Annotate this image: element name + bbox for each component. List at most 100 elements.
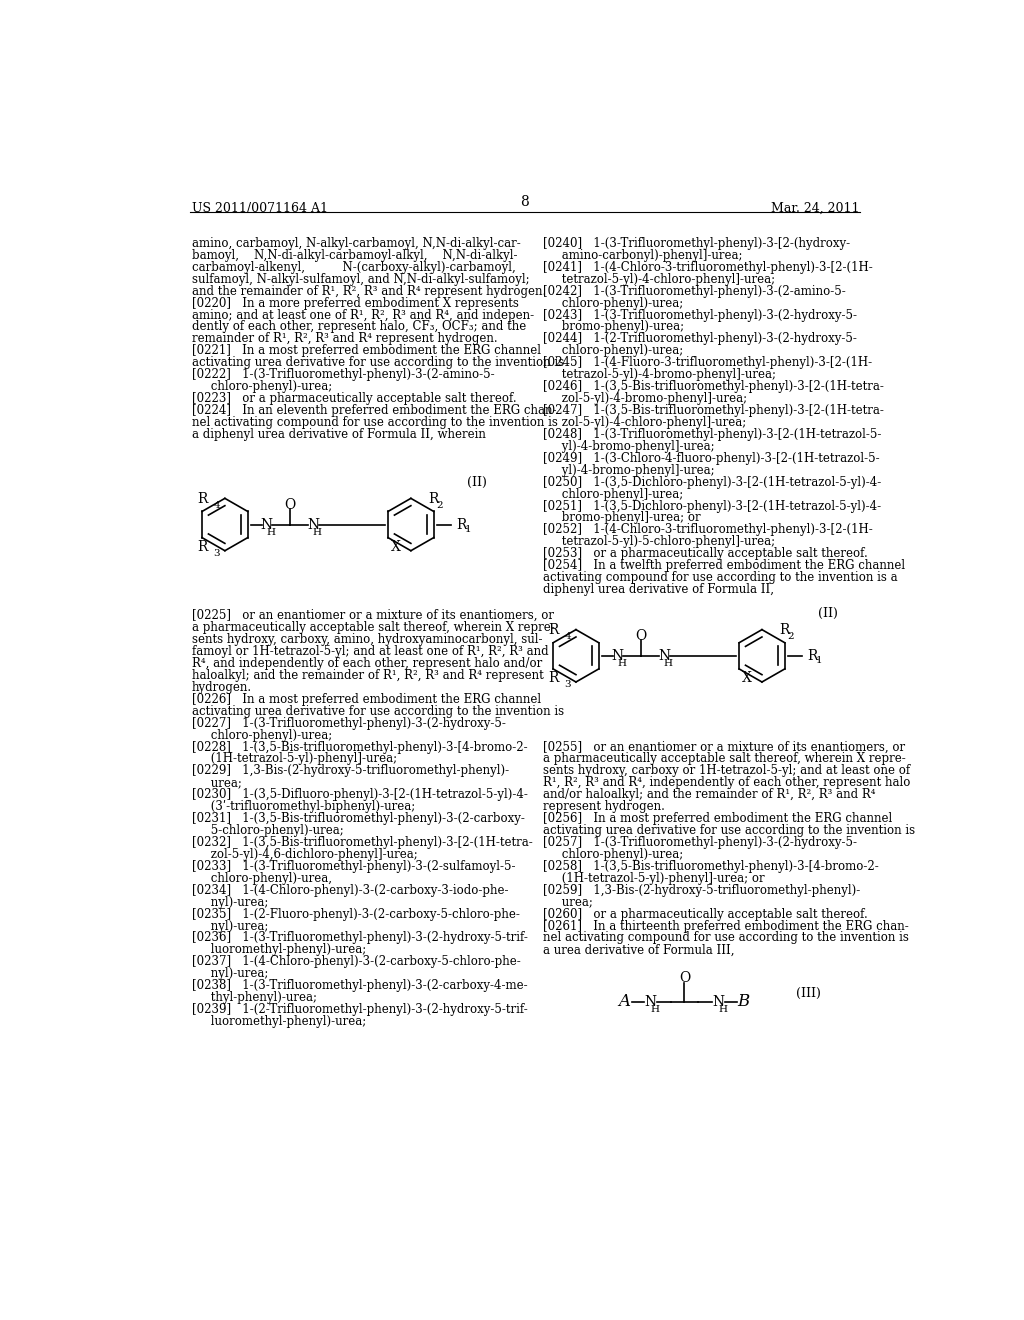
- Text: R: R: [779, 623, 790, 638]
- Text: R: R: [807, 649, 817, 663]
- Text: (1H-tetrazol-5-yl)-phenyl]-urea;: (1H-tetrazol-5-yl)-phenyl]-urea;: [191, 752, 396, 766]
- Text: [0255]   or an enantiomer or a mixture of its enantiomers, or: [0255] or an enantiomer or a mixture of …: [544, 741, 905, 754]
- Text: H: H: [266, 528, 275, 537]
- Text: a pharmaceutically acceptable salt thereof, wherein X repre-: a pharmaceutically acceptable salt there…: [191, 622, 554, 634]
- Text: R: R: [549, 623, 559, 638]
- Text: chloro-phenyl)-urea;: chloro-phenyl)-urea;: [544, 297, 684, 310]
- Text: N: N: [261, 517, 272, 532]
- Text: [0243]   1-(3-Trifluoromethyl-phenyl)-3-(2-hydroxy-5-: [0243] 1-(3-Trifluoromethyl-phenyl)-3-(2…: [544, 309, 857, 322]
- Text: nyl)-urea;: nyl)-urea;: [191, 920, 268, 932]
- Text: nyl)-urea;: nyl)-urea;: [191, 968, 268, 981]
- Text: [0237]   1-(4-Chloro-phenyl)-3-(2-carboxy-5-chloro-phe-: [0237] 1-(4-Chloro-phenyl)-3-(2-carboxy-…: [191, 956, 520, 969]
- Text: [0233]   1-(3-Trifluoromethyl-phenyl)-3-(2-sulfamoyl-5-: [0233] 1-(3-Trifluoromethyl-phenyl)-3-(2…: [191, 859, 515, 873]
- Text: amino; and at least one of R¹, R², R³ and R⁴, and indepen-: amino; and at least one of R¹, R², R³ an…: [191, 309, 534, 322]
- Text: 4: 4: [564, 632, 571, 642]
- Text: nyl)-urea;: nyl)-urea;: [191, 896, 268, 908]
- Text: amino-carbonyl)-phenyl]-urea;: amino-carbonyl)-phenyl]-urea;: [544, 249, 742, 261]
- Text: H: H: [617, 659, 626, 668]
- Text: 4: 4: [213, 500, 220, 510]
- Text: [0245]   1-(4-Fluoro-3-trifluoromethyl-phenyl)-3-[2-(1H-: [0245] 1-(4-Fluoro-3-trifluoromethyl-phe…: [544, 356, 872, 370]
- Text: [0220]   In a more preferred embodiment X represents: [0220] In a more preferred embodiment X …: [191, 297, 518, 310]
- Text: represent hydrogen.: represent hydrogen.: [544, 800, 666, 813]
- Text: hydrogen.: hydrogen.: [191, 681, 252, 694]
- Text: [0236]   1-(3-Trifluoromethyl-phenyl)-3-(2-hydroxy-5-trif-: [0236] 1-(3-Trifluoromethyl-phenyl)-3-(2…: [191, 932, 527, 945]
- Text: [0259]   1,3-Bis-(2-hydroxy-5-trifluoromethyl-phenyl)-: [0259] 1,3-Bis-(2-hydroxy-5-trifluoromet…: [544, 884, 860, 896]
- Text: chloro-phenyl)-urea;: chloro-phenyl)-urea;: [544, 847, 684, 861]
- Text: chloro-phenyl]-urea;: chloro-phenyl]-urea;: [544, 487, 684, 500]
- Text: [0244]   1-(2-Trifluoromethyl-phenyl)-3-(2-hydroxy-5-: [0244] 1-(2-Trifluoromethyl-phenyl)-3-(2…: [544, 333, 857, 346]
- Text: (III): (III): [796, 987, 821, 1001]
- Text: [0248]   1-(3-Trifluoromethyl-phenyl)-3-[2-(1H-tetrazol-5-: [0248] 1-(3-Trifluoromethyl-phenyl)-3-[2…: [544, 428, 882, 441]
- Text: (II): (II): [818, 607, 838, 620]
- Text: chloro-phenyl)-urea;: chloro-phenyl)-urea;: [191, 380, 332, 393]
- Text: chloro-phenyl)-urea;: chloro-phenyl)-urea;: [191, 729, 332, 742]
- Text: [0257]   1-(3-Trifluoromethyl-phenyl)-3-(2-hydroxy-5-: [0257] 1-(3-Trifluoromethyl-phenyl)-3-(2…: [544, 836, 857, 849]
- Text: [0258]   1-(3,5-Bis-trifluoromethyl-phenyl)-3-[4-bromo-2-: [0258] 1-(3,5-Bis-trifluoromethyl-phenyl…: [544, 859, 880, 873]
- Text: and/or haloalkyl; and the remainder of R¹, R², R³ and R⁴: and/or haloalkyl; and the remainder of R…: [544, 788, 876, 801]
- Text: activating urea derivative for use according to the invention is: activating urea derivative for use accor…: [544, 824, 915, 837]
- Text: [0247]   1-(3,5-Bis-trifluoromethyl-phenyl)-3-[2-(1H-tetra-: [0247] 1-(3,5-Bis-trifluoromethyl-phenyl…: [544, 404, 885, 417]
- Text: [0235]   1-(2-Fluoro-phenyl)-3-(2-carboxy-5-chloro-phe-: [0235] 1-(2-Fluoro-phenyl)-3-(2-carboxy-…: [191, 908, 519, 920]
- Text: [0256]   In a most preferred embodiment the ERG channel: [0256] In a most preferred embodiment th…: [544, 812, 893, 825]
- Text: zol-5-yl)-4-chloro-phenyl]-urea;: zol-5-yl)-4-chloro-phenyl]-urea;: [544, 416, 746, 429]
- Text: R¹, R², R³ and R⁴, independently of each other, represent halo: R¹, R², R³ and R⁴, independently of each…: [544, 776, 910, 789]
- Text: activating urea derivative for use according to the invention is: activating urea derivative for use accor…: [191, 705, 563, 718]
- Text: nel activating compound for use according to the invention is: nel activating compound for use accordin…: [544, 932, 909, 945]
- Text: R: R: [456, 517, 466, 532]
- Text: sents hydroxy, carboxy, amino, hydroxyaminocarbonyl, sul-: sents hydroxy, carboxy, amino, hydroxyam…: [191, 634, 542, 645]
- Text: yl)-4-bromo-phenyl]-urea;: yl)-4-bromo-phenyl]-urea;: [544, 440, 715, 453]
- Text: [0261]   In a thirteenth preferred embodiment the ERG chan-: [0261] In a thirteenth preferred embodim…: [544, 920, 909, 932]
- Text: [0230]   1-(3,5-Difluoro-phenyl)-3-[2-(1H-tetrazol-5-yl)-4-: [0230] 1-(3,5-Difluoro-phenyl)-3-[2-(1H-…: [191, 788, 527, 801]
- Text: chloro-phenyl)-urea;: chloro-phenyl)-urea;: [544, 345, 684, 358]
- Text: (1H-tetrazol-5-yl)-phenyl]-urea; or: (1H-tetrazol-5-yl)-phenyl]-urea; or: [544, 871, 765, 884]
- Text: sulfamoyl, N-alkyl-sulfamoyl, and N,N-di-alkyl-sulfamoyl;: sulfamoyl, N-alkyl-sulfamoyl, and N,N-di…: [191, 273, 529, 285]
- Text: 5-chloro-phenyl)-urea;: 5-chloro-phenyl)-urea;: [191, 824, 343, 837]
- Text: R⁴, and independently of each other, represent halo and/or: R⁴, and independently of each other, rep…: [191, 657, 542, 671]
- Text: haloalkyl; and the remainder of R¹, R², R³ and R⁴ represent: haloalkyl; and the remainder of R¹, R², …: [191, 669, 544, 682]
- Text: and the remainder of R¹, R², R³ and R⁴ represent hydrogen.: and the remainder of R¹, R², R³ and R⁴ r…: [191, 285, 546, 298]
- Text: 3: 3: [213, 549, 220, 557]
- Text: [0223]   or a pharmaceutically acceptable salt thereof.: [0223] or a pharmaceutically acceptable …: [191, 392, 516, 405]
- Text: O: O: [679, 972, 690, 986]
- Text: [0226]   In a most preferred embodiment the ERG channel: [0226] In a most preferred embodiment th…: [191, 693, 541, 706]
- Text: N: N: [644, 994, 656, 1008]
- Text: urea;: urea;: [544, 896, 593, 908]
- Text: [0241]   1-(4-Chloro-3-trifluoromethyl-phenyl)-3-[2-(1H-: [0241] 1-(4-Chloro-3-trifluoromethyl-phe…: [544, 261, 873, 273]
- Text: R: R: [549, 672, 559, 685]
- Text: (II): (II): [467, 475, 486, 488]
- Text: 2: 2: [787, 632, 795, 642]
- Text: O: O: [636, 628, 647, 643]
- Text: [0227]   1-(3-Trifluoromethyl-phenyl)-3-(2-hydroxy-5-: [0227] 1-(3-Trifluoromethyl-phenyl)-3-(2…: [191, 717, 506, 730]
- Text: bamoyl,    N,N-di-alkyl-carbamoyl-alkyl,    N,N-di-alkyl-: bamoyl, N,N-di-alkyl-carbamoyl-alkyl, N,…: [191, 249, 517, 261]
- Text: B: B: [737, 993, 750, 1010]
- Text: X: X: [391, 540, 401, 554]
- Text: bromo-phenyl]-urea; or: bromo-phenyl]-urea; or: [544, 511, 701, 524]
- Text: remainder of R¹, R², R³ and R⁴ represent hydrogen.: remainder of R¹, R², R³ and R⁴ represent…: [191, 333, 498, 346]
- Text: [0242]   1-(3-Trifluoromethyl-phenyl)-3-(2-amino-5-: [0242] 1-(3-Trifluoromethyl-phenyl)-3-(2…: [544, 285, 846, 298]
- Text: N: N: [611, 649, 624, 663]
- Text: 8: 8: [520, 195, 529, 210]
- Text: R: R: [198, 540, 208, 554]
- Text: Mar. 24, 2011: Mar. 24, 2011: [771, 202, 859, 215]
- Text: 3: 3: [564, 680, 571, 689]
- Text: (3ʹ-trifluoromethyl-biphenyl)-urea;: (3ʹ-trifluoromethyl-biphenyl)-urea;: [191, 800, 415, 813]
- Text: activating compound for use according to the invention is a: activating compound for use according to…: [544, 572, 898, 585]
- Text: [0249]   1-(3-Chloro-4-fluoro-phenyl)-3-[2-(1H-tetrazol-5-: [0249] 1-(3-Chloro-4-fluoro-phenyl)-3-[2…: [544, 451, 880, 465]
- Text: US 2011/0071164 A1: US 2011/0071164 A1: [191, 202, 328, 215]
- Text: [0222]   1-(3-Trifluoromethyl-phenyl)-3-(2-amino-5-: [0222] 1-(3-Trifluoromethyl-phenyl)-3-(2…: [191, 368, 495, 381]
- Text: [0224]   In an eleventh preferred embodiment the ERG chan-: [0224] In an eleventh preferred embodime…: [191, 404, 556, 417]
- Text: luoromethyl-phenyl)-urea;: luoromethyl-phenyl)-urea;: [191, 944, 366, 957]
- Text: [0250]   1-(3,5-Dichloro-phenyl)-3-[2-(1H-tetrazol-5-yl)-4-: [0250] 1-(3,5-Dichloro-phenyl)-3-[2-(1H-…: [544, 475, 882, 488]
- Text: tetrazol-5-yl)-5-chloro-phenyl]-urea;: tetrazol-5-yl)-5-chloro-phenyl]-urea;: [544, 536, 775, 548]
- Text: nel activating compound for use according to the invention is: nel activating compound for use accordin…: [191, 416, 557, 429]
- Text: dently of each other, represent halo, CF₃, OCF₃; and the: dently of each other, represent halo, CF…: [191, 321, 525, 334]
- Text: famoyl or 1H-tetrazol-5-yl; and at least one of R¹, R², R³ and: famoyl or 1H-tetrazol-5-yl; and at least…: [191, 645, 548, 659]
- Text: amino, carbamoyl, N-alkyl-carbamoyl, N,N-di-alkyl-car-: amino, carbamoyl, N-alkyl-carbamoyl, N,N…: [191, 238, 520, 249]
- Text: R: R: [428, 492, 438, 506]
- Text: sents hydroxy, carboxy or 1H-tetrazol-5-yl; and at least one of: sents hydroxy, carboxy or 1H-tetrazol-5-…: [544, 764, 910, 777]
- Text: bromo-phenyl)-urea;: bromo-phenyl)-urea;: [544, 321, 684, 334]
- Text: H: H: [664, 659, 673, 668]
- Text: N: N: [713, 994, 725, 1008]
- Text: a urea derivative of Formula III,: a urea derivative of Formula III,: [544, 944, 735, 957]
- Text: H: H: [719, 1005, 728, 1014]
